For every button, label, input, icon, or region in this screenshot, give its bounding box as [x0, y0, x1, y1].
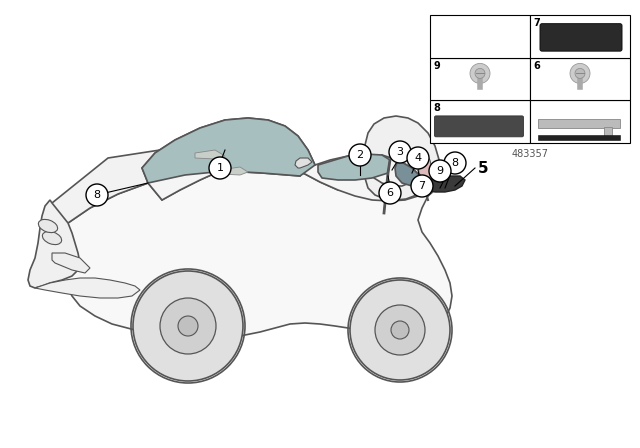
- Text: 6: 6: [533, 60, 540, 71]
- Text: 483357: 483357: [511, 149, 548, 159]
- Polygon shape: [52, 253, 90, 273]
- Polygon shape: [365, 116, 440, 200]
- Circle shape: [349, 144, 371, 166]
- Circle shape: [133, 271, 243, 381]
- FancyBboxPatch shape: [540, 24, 622, 51]
- Text: 8: 8: [433, 103, 440, 113]
- Circle shape: [350, 280, 450, 380]
- Bar: [430, 100, 530, 143]
- Polygon shape: [318, 154, 390, 180]
- Polygon shape: [395, 160, 422, 186]
- Polygon shape: [420, 176, 465, 192]
- Polygon shape: [142, 118, 315, 183]
- Text: 8: 8: [93, 190, 100, 200]
- Polygon shape: [142, 118, 428, 201]
- Text: 7: 7: [419, 181, 426, 191]
- Circle shape: [391, 321, 409, 339]
- Text: 4: 4: [415, 153, 422, 163]
- Bar: [530, 15, 630, 58]
- Polygon shape: [195, 150, 225, 159]
- Text: 3: 3: [397, 147, 403, 157]
- Polygon shape: [418, 153, 432, 180]
- Bar: [430, 15, 530, 58]
- Circle shape: [209, 157, 231, 179]
- Ellipse shape: [38, 220, 58, 233]
- Polygon shape: [48, 163, 452, 339]
- Circle shape: [178, 316, 198, 336]
- Circle shape: [407, 147, 429, 169]
- Bar: [538, 119, 620, 128]
- Bar: [604, 127, 612, 138]
- Circle shape: [411, 175, 433, 197]
- Polygon shape: [295, 158, 312, 168]
- Circle shape: [470, 64, 490, 83]
- Polygon shape: [220, 167, 248, 175]
- Bar: [530, 100, 630, 143]
- Circle shape: [444, 152, 466, 174]
- Text: 8: 8: [451, 158, 459, 168]
- Ellipse shape: [42, 232, 61, 245]
- Circle shape: [86, 184, 108, 206]
- Circle shape: [575, 69, 585, 78]
- Text: 9: 9: [436, 166, 444, 176]
- Circle shape: [475, 69, 485, 78]
- Circle shape: [389, 141, 411, 163]
- Polygon shape: [35, 278, 140, 298]
- Text: 6: 6: [387, 188, 394, 198]
- Bar: [530, 58, 630, 100]
- Circle shape: [429, 160, 451, 182]
- Bar: [538, 135, 620, 140]
- Polygon shape: [48, 148, 305, 238]
- Polygon shape: [28, 200, 80, 288]
- Bar: [430, 58, 530, 100]
- Circle shape: [379, 182, 401, 204]
- Text: 9: 9: [433, 60, 440, 71]
- Circle shape: [375, 305, 425, 355]
- FancyBboxPatch shape: [435, 116, 524, 137]
- Circle shape: [160, 298, 216, 354]
- Circle shape: [570, 64, 590, 83]
- Text: 7: 7: [533, 18, 540, 28]
- Text: 1: 1: [216, 163, 223, 173]
- Text: 5: 5: [477, 160, 488, 176]
- Text: 2: 2: [356, 150, 364, 160]
